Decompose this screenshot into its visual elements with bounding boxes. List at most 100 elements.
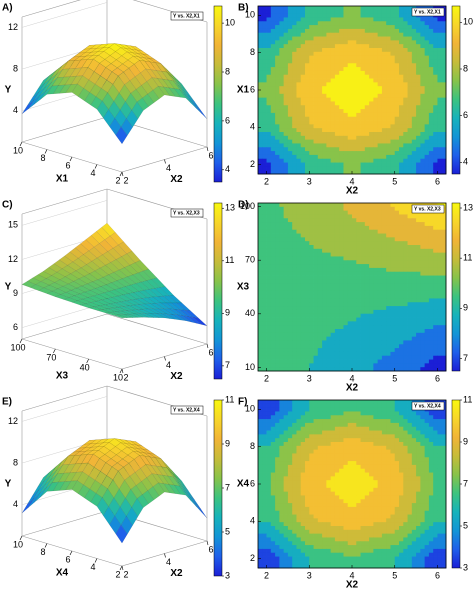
contour-cell [407,256,413,261]
contour-cell [424,306,430,311]
contour-cell [317,147,323,152]
contour-cell [270,32,276,37]
contour-cell [275,59,280,64]
contour-cell [339,154,344,160]
colorbar-tick-label: 9 [225,308,230,318]
contour-cell [262,298,267,303]
contour-cell [300,229,306,234]
contour-cell [309,90,314,95]
contour-cell [343,21,349,26]
contour-cell [266,407,272,412]
contour-cell [369,355,374,360]
contour-cell [292,237,297,242]
contour-cell [300,407,306,412]
contour-cell [326,59,332,64]
contour-cell [356,411,361,416]
contour-cell [403,28,408,34]
contour-cell [437,225,443,231]
contour-cell [416,283,421,288]
contour-cell [305,275,310,280]
contour-cell [403,17,408,22]
contour-cell [386,40,391,45]
contour-cell [258,214,263,219]
contour-cell [411,147,417,152]
contour-cell [279,214,285,219]
contour-cell [330,267,336,273]
contour-cell [399,25,404,30]
contour-cell [330,313,336,318]
contour-cell [416,218,421,223]
contour-cell [305,36,310,41]
contour-cell [369,340,374,345]
contour-cell [377,48,383,53]
contour-cell [360,264,366,269]
contour-cell [377,128,383,133]
contour-cell [300,6,306,11]
contour-cell [339,407,344,412]
contour-cell [309,302,314,307]
contour-cell [279,298,285,303]
contour-cell [411,170,417,175]
contour-cell [424,132,430,137]
contour-cell [347,112,353,118]
contour-cell [437,67,443,72]
contour-cell [313,309,319,315]
contour-cell [428,51,434,57]
contour-cell [356,135,361,141]
contour-cell [403,275,408,280]
contour-cell [347,407,353,412]
contour-cell [258,298,263,303]
contour-cell [305,411,310,416]
contour-cell [411,313,417,318]
contour-cell [360,36,366,41]
contour-cell [266,162,272,167]
contour-cell [266,218,272,223]
contour-cell [407,351,413,357]
contour-cell [441,32,447,37]
contour-cell [305,59,310,64]
contour-cell [279,325,285,330]
contour-cell [262,6,267,11]
contour-cell [339,203,344,208]
contour-cell [262,359,267,364]
contour-cell [433,283,438,288]
contour-cell [305,97,310,102]
contour-cell [287,294,293,299]
contour-cell [347,237,353,242]
contour-cell [381,203,387,208]
contour-cell [326,74,332,79]
contour-cell [322,139,327,144]
contour-cell [343,302,349,307]
contour-cell [373,166,379,171]
surface-patch [97,277,112,285]
contour-cell [352,332,357,338]
contour-cell [390,112,396,118]
contour-cell [441,67,447,72]
contour-cell [317,225,323,231]
contour-cell [386,206,391,212]
contour-cell [360,154,366,160]
contour-cell [416,143,421,148]
contour-cell [334,166,340,171]
contour-cell [347,344,353,349]
contour-cell [356,290,361,296]
contour-cell [424,325,430,330]
contour-cell [420,70,426,76]
contour-cell [287,355,293,360]
contour-cell [437,162,443,167]
contour-cell [428,166,434,171]
contour-cell [305,260,310,265]
contour-cell [403,162,408,167]
contour-cell [300,222,306,227]
contour-cell [433,109,438,114]
contour-cell [420,248,426,254]
contour-cell [364,400,370,405]
contour-cell [339,105,344,110]
contour-cell [334,415,340,420]
contour-cell [287,340,293,345]
contour-cell [305,93,310,99]
contour-cell [266,101,272,106]
contour-cell [369,9,374,15]
surface-patch [94,75,107,89]
contour-cell [416,28,421,34]
